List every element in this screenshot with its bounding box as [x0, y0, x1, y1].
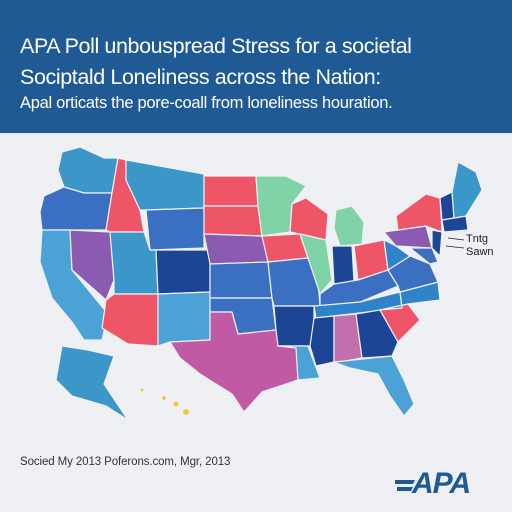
state-west-virginia — [383, 239, 411, 271]
page-title: APA Poll unbouspread Stress for a societ… — [20, 31, 500, 93]
map-callout: Tntg Sawn — [466, 233, 494, 259]
state-indiana — [331, 245, 355, 285]
state-florida — [333, 355, 415, 417]
state-alaska — [55, 345, 129, 421]
state-nebraska — [203, 233, 269, 265]
state-louisiana — [277, 345, 321, 381]
callout-line-1: Tntg — [466, 233, 489, 245]
logo-stripe — [395, 480, 415, 484]
state-maine — [451, 161, 483, 219]
state-illinois — [299, 233, 333, 295]
logo-stripe — [397, 487, 413, 491]
state-michigan — [333, 205, 365, 247]
callout-line-2: Sawn — [466, 246, 494, 258]
title-line-1: APA Poll unbouspread Stress for a societ… — [20, 34, 412, 58]
hawaii-island — [181, 407, 191, 417]
state-oregon — [39, 186, 113, 231]
state-washington — [57, 146, 119, 194]
state-georgia — [355, 309, 399, 359]
apa-logo-mark — [395, 480, 415, 491]
state-new-york — [395, 193, 443, 233]
state-arizona — [101, 293, 159, 347]
state-new-mexico — [157, 291, 211, 347]
state-south-dakota — [203, 205, 263, 237]
hawaii-island — [172, 400, 180, 408]
state-kansas — [209, 261, 273, 299]
hawaii-island — [139, 387, 145, 393]
apa-logo-text: APA — [412, 467, 471, 500]
state-mississippi — [309, 315, 335, 367]
state-new-jersey — [431, 229, 443, 257]
state-hawaii — [139, 387, 191, 417]
us-states-map — [39, 146, 483, 421]
callout-pointer — [445, 245, 465, 249]
state-colorado — [155, 249, 211, 295]
state-nevada — [69, 229, 115, 301]
state-north-dakota — [203, 175, 259, 207]
header-banner: APA Poll unbouspread Stress for a societ… — [0, 0, 512, 133]
title-line-2: Sociptald Loneliness across the Nation: — [20, 65, 381, 89]
state-wisconsin — [289, 197, 329, 241]
source-note: Socied My 2013 Poferons.com, Mgr, 2013 — [20, 456, 231, 468]
state-arkansas — [273, 305, 315, 347]
hawaii-island — [160, 394, 168, 402]
state-maryland — [409, 247, 439, 265]
state-montana — [125, 159, 205, 211]
callout-pointer — [447, 237, 465, 241]
page-subtitle: Apal orticats the pore-coall from loneli… — [20, 94, 393, 112]
state-wyoming — [145, 207, 205, 251]
